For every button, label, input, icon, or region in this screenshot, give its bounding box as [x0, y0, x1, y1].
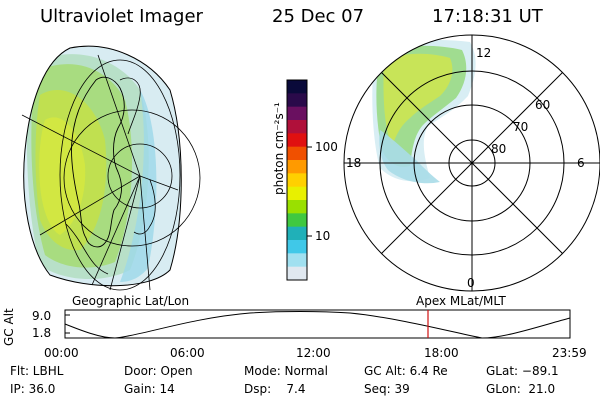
- colorbar-swatch: [287, 80, 307, 94]
- lat-label-70: 70: [513, 120, 529, 134]
- status-glon: GLon: 21.0: [486, 382, 556, 396]
- polar-plot: [343, 34, 600, 292]
- apex-label: Apex MLat/MLT: [416, 294, 506, 308]
- status-mode: Mode: Normal: [244, 364, 328, 378]
- time-tick-1200: 12:00: [296, 346, 331, 360]
- status-gain: Gain: 14: [124, 382, 175, 396]
- colorbar-swatch: [287, 146, 307, 161]
- colorbar-swatch: [287, 266, 307, 281]
- status-door: Door: Open: [124, 364, 193, 378]
- colorbar-swatch: [287, 106, 307, 121]
- colorbar-swatch: [287, 133, 307, 148]
- geographic-label: Geographic Lat/Lon: [72, 294, 190, 308]
- colorbar-swatch: [287, 213, 307, 228]
- time-tick-2359: 23:59: [552, 346, 587, 360]
- mlt-label-6: 6: [577, 156, 585, 170]
- y-bottom-label: 1.8: [32, 326, 52, 340]
- status-seq: Seq: 39: [364, 382, 410, 396]
- colorbar-swatch: [287, 173, 307, 188]
- colorbar-swatches: [287, 80, 307, 281]
- time-tick-0000: 00:00: [44, 346, 79, 360]
- lat-label-60: 60: [535, 98, 551, 112]
- status-glat: GLat: −89.1: [486, 364, 559, 378]
- time-tick-0600: 06:00: [170, 346, 205, 360]
- mlt-label-18: 18: [346, 156, 362, 170]
- colorbar-tick-10: 10: [315, 229, 331, 243]
- status-ip: IP: 36.0: [10, 382, 56, 396]
- colorbar-swatch: [287, 226, 307, 241]
- y-top-label: 9.0: [32, 309, 52, 323]
- colorbar: [286, 79, 312, 281]
- geographic-aurora-image: [23, 46, 182, 286]
- geographic-map: [21, 45, 201, 291]
- colorbar-swatch: [287, 240, 307, 254]
- colorbar-swatch: [287, 93, 307, 108]
- image-date: 25 Dec 07: [272, 6, 365, 27]
- gc-alt-axis-title: GC Alt: [2, 308, 16, 346]
- colorbar-swatch: [287, 160, 307, 174]
- mlt-label-12: 12: [476, 46, 492, 60]
- colorbar-swatch: [287, 120, 307, 134]
- colorbar-swatch: [287, 186, 307, 201]
- colorbar-unit-label: photon cm⁻²s⁻¹: [272, 102, 286, 195]
- image-time: 17:18:31 UT: [432, 6, 543, 27]
- status-gc-alt: GC Alt: 6.4 Re: [364, 364, 448, 378]
- mlt-label-0: 0: [467, 276, 475, 290]
- status-filter: Flt: LBHL: [10, 364, 64, 378]
- orbit-timeline: [64, 309, 571, 339]
- time-tick-1800: 18:00: [424, 346, 459, 360]
- colorbar-tick-100: 100: [315, 140, 338, 154]
- colorbar-swatch: [287, 200, 307, 214]
- app-title: Ultraviolet Imager: [40, 6, 203, 27]
- polar-aurora-image: [372, 40, 476, 184]
- lat-label-80: 80: [491, 142, 507, 156]
- colorbar-swatch: [287, 253, 307, 268]
- status-dsp: Dsp: 7.4: [244, 382, 306, 396]
